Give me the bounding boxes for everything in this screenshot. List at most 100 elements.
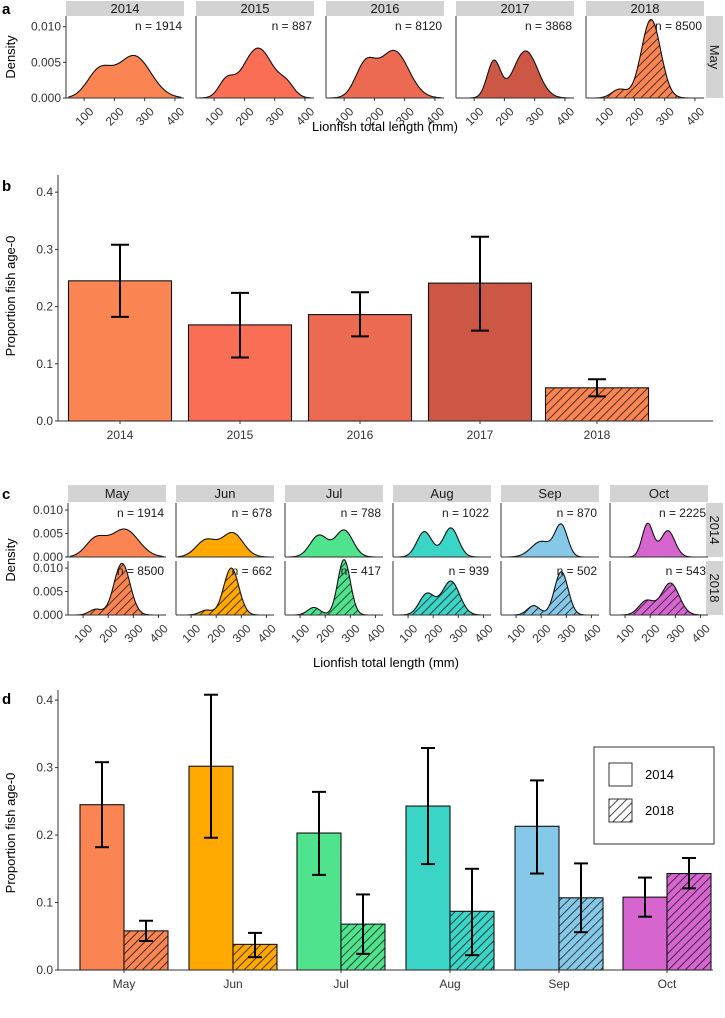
x-tick-label-a-2015: 300 bbox=[263, 104, 287, 128]
strip-month-Jun-bg bbox=[176, 485, 274, 502]
legend-box bbox=[593, 746, 715, 845]
x-tick-label-c-2018-Jul: 400 bbox=[364, 621, 388, 645]
legend-key-2014 bbox=[608, 762, 633, 787]
x-tick-label-c-2018-Jul: 100 bbox=[288, 621, 312, 645]
n-label-a-2015: n = 887 bbox=[272, 19, 313, 33]
y-tick-label-d: 0.2 bbox=[36, 828, 53, 842]
strip-month-Aug-label: Aug bbox=[430, 486, 453, 501]
x-tick-label-a-2015: 200 bbox=[233, 104, 257, 128]
n-label-c-2018-May: n = 8500 bbox=[117, 564, 164, 578]
legend-label-2014: 2014 bbox=[645, 767, 674, 782]
density-area-c-2014-Sep bbox=[503, 523, 597, 558]
x-tick-label-a-2018: 400 bbox=[683, 104, 707, 128]
x-tick-label-c-2018-Sep: 200 bbox=[529, 621, 553, 645]
strip-month-Oct-label: Oct bbox=[649, 486, 670, 501]
strip-year-2017-bg bbox=[456, 1, 574, 16]
density-area-c-2014-Aug bbox=[395, 527, 489, 558]
legend-key-2018 bbox=[608, 798, 633, 823]
y-axis-title-c: Density bbox=[3, 538, 18, 582]
panel-letter-a: a bbox=[2, 1, 11, 18]
y-tick-label-d: 0.1 bbox=[36, 896, 53, 910]
density-area-c-2014-Jun bbox=[177, 531, 272, 558]
x-tick-label-Oct: Oct bbox=[658, 977, 677, 991]
density-area-c-2018-Oct bbox=[612, 582, 706, 616]
y-tick-label-d: 0.0 bbox=[36, 963, 53, 977]
density-area-c-2018-Aug bbox=[395, 580, 489, 616]
x-tick-label-c-2018-Sep: 400 bbox=[580, 621, 604, 645]
y-tick-label-c-2014: 0.005 bbox=[33, 527, 63, 541]
x-tick-label-a-2018: 100 bbox=[592, 104, 616, 128]
x-tick-label-a-2017: 100 bbox=[462, 104, 486, 128]
x-tick-label-a-2018: 200 bbox=[623, 104, 647, 128]
strip-month-May-bg bbox=[68, 485, 166, 502]
panel-d-bar-by-month: May Jun Jul Aug Sep Oct 0.0 0.1 0.2 0.3 0.4 Proport… bbox=[3, 690, 715, 991]
x-axis-title-a: Lionfish total length (mm) bbox=[312, 119, 458, 134]
y-tick-label-a: 0.000 bbox=[31, 91, 61, 105]
x-tick-label-c-2018-Oct: 400 bbox=[689, 621, 713, 645]
y-tick-label-c-2014: 0.010 bbox=[33, 503, 63, 517]
y-tick-label-c-2014: 0.000 bbox=[33, 550, 63, 564]
strip-year-2018-label: 2018 bbox=[631, 1, 660, 16]
panel-b-bar-by-year: 2014 2015 2016 2017 2018 0.0 0.1 0.2 0.3 0.4 Propo… bbox=[3, 175, 713, 442]
strip-year-2014-bg bbox=[66, 1, 184, 16]
bar-2017 bbox=[427, 282, 533, 422]
x-tick-label-Aug: Aug bbox=[439, 977, 460, 991]
density-area-a-2016 bbox=[328, 49, 443, 99]
x-tick-label-a-2017: 200 bbox=[493, 104, 517, 128]
strip-year-2015-bg bbox=[196, 1, 314, 16]
strip-month-Jul-label: Jul bbox=[326, 486, 343, 501]
strip-row-2018-bg bbox=[706, 561, 723, 615]
x-tick-label-a-2014: 200 bbox=[103, 104, 127, 128]
strip-month-Jul-bg bbox=[285, 485, 383, 502]
panel-letter-c: c bbox=[2, 486, 10, 503]
y-tick-label-a: 0.010 bbox=[31, 20, 61, 34]
x-tick-label-c-2018-Sep: 300 bbox=[555, 621, 579, 645]
x-tick-label-May: May bbox=[113, 977, 136, 991]
n-label-c-2018-Jul: n = 417 bbox=[341, 564, 382, 578]
y-tick-label-b: 0.2 bbox=[36, 300, 53, 314]
x-tick-label-c-2018-Aug: 400 bbox=[472, 621, 496, 645]
strip-row-2018-label: 2018 bbox=[707, 574, 722, 603]
strip-month-Oct-bg bbox=[610, 485, 708, 502]
density-area-c-2018-Sep bbox=[503, 571, 597, 616]
legend-label-2018: 2018 bbox=[645, 803, 674, 818]
strip-month-Jun-label: Jun bbox=[215, 486, 236, 501]
x-tick-label-a-2015: 100 bbox=[202, 104, 226, 128]
panel-letter-d: d bbox=[2, 691, 11, 708]
x-tick-label-c-2018-Jul: 300 bbox=[339, 621, 363, 645]
n-label-c-2018-Jun: n = 662 bbox=[232, 564, 273, 578]
y-axis-title-d: Proportion fish age-0 bbox=[3, 773, 18, 894]
n-label-c-2014-Jun: n = 678 bbox=[232, 506, 273, 520]
n-label-a-2016: n = 8120 bbox=[395, 19, 442, 33]
n-label-a-2018: n = 8500 bbox=[655, 19, 702, 33]
x-tick-label-c-2018-Oct: 100 bbox=[613, 621, 637, 645]
density-area-c-2014-Jul bbox=[287, 529, 381, 558]
x-tick-label-c-2018-Aug: 300 bbox=[447, 621, 471, 645]
strip-year-2014-label: 2014 bbox=[111, 1, 140, 16]
x-tick-label-c-2018-May: 100 bbox=[71, 621, 95, 645]
x-tick-label-c-2018-Jul: 200 bbox=[313, 621, 337, 645]
x-tick-label-c-2018-Jun: 100 bbox=[179, 621, 203, 645]
strip-year-2016-label: 2016 bbox=[371, 1, 400, 16]
n-label-c-2014-Jul: n = 788 bbox=[341, 506, 382, 520]
strip-month-May-label: May bbox=[105, 486, 130, 501]
x-tick-label-c-2018-May: 400 bbox=[147, 621, 171, 645]
strip-month-Sep-label: Sep bbox=[538, 486, 561, 501]
n-label-c-2014-Aug: n = 1022 bbox=[442, 506, 489, 520]
x-tick-label-c-2018-Jun: 400 bbox=[255, 621, 279, 645]
x-tick-label-a-2014: 300 bbox=[133, 104, 157, 128]
n-label-c-2018-Aug: n = 939 bbox=[449, 564, 490, 578]
strip-row-2014-label: 2014 bbox=[707, 516, 722, 545]
x-tick-label-c-2018-Aug: 100 bbox=[396, 621, 420, 645]
x-tick-label-c-2018-Oct: 200 bbox=[638, 621, 662, 645]
y-tick-label-b: 0.1 bbox=[36, 357, 53, 371]
x-tick-label-c-2018-Jun: 300 bbox=[230, 621, 254, 645]
x-tick-label-c-2018-May: 200 bbox=[96, 621, 120, 645]
density-area-c-2014-Oct bbox=[612, 522, 706, 558]
density-area-a-2015 bbox=[198, 47, 313, 99]
density-area-a-2017 bbox=[459, 50, 571, 99]
n-label-c-2018-Sep: n = 502 bbox=[557, 564, 598, 578]
x-tick-label-Jun: Jun bbox=[223, 977, 242, 991]
bar-Oct-2018 bbox=[666, 872, 712, 971]
